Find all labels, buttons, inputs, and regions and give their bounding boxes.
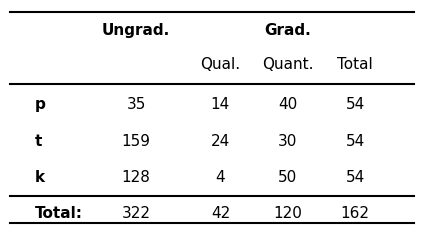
Text: Quant.: Quant. xyxy=(262,57,314,72)
Text: 54: 54 xyxy=(346,133,365,148)
Text: Qual.: Qual. xyxy=(201,57,240,72)
Text: 40: 40 xyxy=(278,97,298,112)
Text: 162: 162 xyxy=(341,205,370,220)
Text: t: t xyxy=(35,133,42,148)
Text: 120: 120 xyxy=(273,205,302,220)
Text: 54: 54 xyxy=(346,97,365,112)
Text: 24: 24 xyxy=(211,133,230,148)
Text: Ungrad.: Ungrad. xyxy=(102,23,170,38)
Text: Total: Total xyxy=(338,57,373,72)
Text: 4: 4 xyxy=(216,169,225,184)
Text: k: k xyxy=(35,169,45,184)
Text: Grad.: Grad. xyxy=(265,23,311,38)
Text: 322: 322 xyxy=(122,205,151,220)
Text: 128: 128 xyxy=(122,169,151,184)
Text: 30: 30 xyxy=(278,133,298,148)
Text: Total:: Total: xyxy=(35,205,83,220)
Text: p: p xyxy=(35,97,46,112)
Text: 54: 54 xyxy=(346,169,365,184)
Text: 42: 42 xyxy=(211,205,230,220)
Text: 14: 14 xyxy=(211,97,230,112)
Text: 50: 50 xyxy=(278,169,298,184)
Text: 35: 35 xyxy=(126,97,146,112)
Text: 159: 159 xyxy=(122,133,151,148)
